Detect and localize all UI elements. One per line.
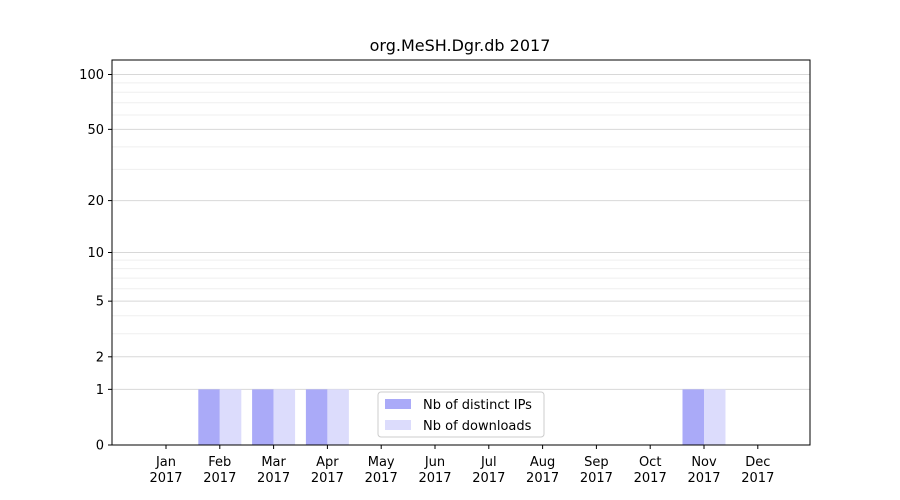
legend-swatch — [385, 420, 411, 430]
legend-label: Nb of distinct IPs — [423, 398, 532, 413]
x-tick-label: Jun 2017 — [418, 455, 451, 486]
legend-label: Nb of downloads — [423, 419, 532, 434]
bar-downloads — [219, 389, 242, 445]
x-tick-label: Oct 2017 — [634, 455, 667, 486]
y-tick-label: 10 — [87, 246, 104, 261]
bars — [198, 389, 726, 445]
y-tick-label: 2 — [96, 350, 104, 365]
y-axis: 0 1 2 5 10 20 50 100 — [79, 68, 112, 454]
legend-box — [377, 391, 545, 438]
x-tick-label: Sep 2017 — [580, 455, 613, 486]
legend: Nb of distinct IPs Nb of downloads — [377, 391, 545, 438]
bar-downloads — [327, 389, 349, 445]
bar-distinct-ips — [198, 389, 220, 445]
x-tick-label: May 2017 — [365, 455, 398, 486]
x-tick-label: Dec 2017 — [741, 455, 774, 486]
y-tick-label: 1 — [96, 383, 104, 398]
x-tick-label: Apr 2017 — [311, 455, 344, 486]
bar-distinct-ips — [305, 389, 328, 445]
y-tick-label: 100 — [79, 68, 104, 83]
x-tick-label: Mar 2017 — [257, 455, 290, 486]
y-tick-label: 5 — [96, 295, 104, 310]
x-tick-label: Nov 2017 — [687, 455, 720, 486]
bar-downloads — [273, 389, 296, 445]
legend-swatch — [385, 399, 411, 409]
y-tick-label: 50 — [87, 123, 104, 138]
x-axis: Jan 2017 Feb 2017 Mar 2017 Apr 2017 May 2017 Jun 20… — [149, 445, 774, 486]
x-tick-label: Jan 2017 — [149, 455, 182, 486]
x-tick-label: Aug 2017 — [526, 455, 559, 486]
bar-downloads — [704, 389, 726, 445]
grid-lines — [112, 74, 810, 390]
y-tick-label: 20 — [87, 194, 104, 209]
bar-distinct-ips — [682, 389, 704, 445]
y-tick-label: 0 — [96, 439, 104, 454]
x-tick-label: Jul 2017 — [472, 455, 505, 486]
x-tick-label: Feb 2017 — [203, 455, 236, 486]
bar-distinct-ips — [252, 389, 274, 445]
chart-title: org.MeSH.Dgr.db 2017 — [370, 36, 551, 55]
